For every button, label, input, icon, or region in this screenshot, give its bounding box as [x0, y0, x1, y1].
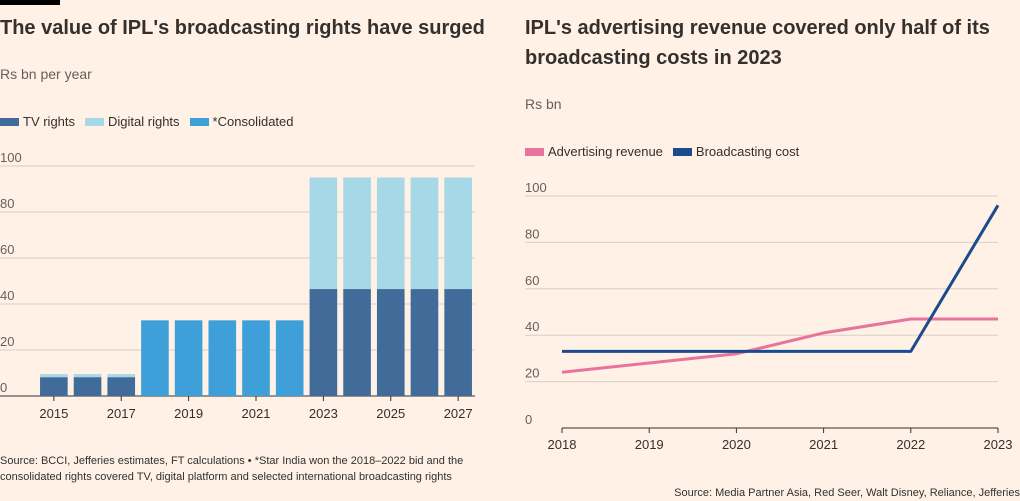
legend-item-broadcasting: Broadcasting cost [672, 144, 800, 159]
left-chart-title: The value of IPL's broadcasting rights h… [0, 17, 485, 39]
legend-label-tv: TV rights [23, 114, 76, 129]
legend-item-digital: Digital rights [85, 114, 180, 129]
legend-item-advertising: Advertising revenue [525, 144, 663, 159]
y-tick-label: 0 [525, 412, 532, 427]
legend-swatch-broadcasting [672, 147, 692, 156]
legend-swatch-advertising [525, 147, 544, 156]
right-chart-panel: IPL's advertising revenue covered only h… [525, 0, 1020, 500]
bar-segment [410, 177, 439, 290]
bar-segment [444, 289, 472, 396]
broadcasting-cost-line [562, 204, 1000, 353]
left-chart-legend: TV rights Digital rights *Consolidated [0, 114, 304, 129]
left-chart-subtitle: Rs bn per year [0, 66, 92, 82]
bar-segment [174, 320, 203, 396]
ft-topbar [0, 0, 60, 5]
bar-segment [309, 289, 338, 396]
bar-segment [309, 177, 338, 290]
line-chart-svg: 0 20 40 60 80 100 2018 2019 2020 2021 2022 2023 [525, 180, 1013, 452]
left-chart-panel: The value of IPL's broadcasting rights h… [0, 0, 500, 500]
legend-swatch-consolidated [189, 117, 209, 126]
y-tick-label: 40 [525, 319, 539, 334]
y-tick-label: 20 [525, 366, 539, 381]
x-tick-label: 2019 [174, 406, 203, 421]
bar-segment [343, 289, 371, 396]
advertising-revenue-line [561, 317, 998, 374]
bar-segment [107, 377, 136, 396]
bar-segment [444, 177, 472, 290]
bar-segment [73, 377, 102, 396]
legend-label-consolidated: *Consolidated [212, 114, 294, 129]
bar-segment [242, 320, 270, 396]
legend-swatch-tv [0, 117, 19, 126]
bar-segment [40, 374, 68, 378]
right-chart-source: Source: Media Partner Asia, Red Seer, Wa… [674, 487, 1020, 499]
bar-segment [343, 177, 371, 290]
bar-segment [73, 374, 102, 378]
bar-segment [410, 289, 439, 396]
y-tick-label: 80 [525, 226, 539, 241]
right-chart-title: IPL's advertising revenue covered only h… [525, 17, 990, 69]
x-tick-label: 2020 [722, 437, 751, 452]
legend-label-digital: Digital rights [108, 114, 180, 129]
y-tick-label: 40 [0, 288, 14, 303]
x-tick-label: 2021 [809, 437, 838, 452]
bar-segment [40, 377, 68, 396]
x-tick-label: 2015 [39, 406, 68, 421]
legend-label-broadcasting: Broadcasting cost [695, 144, 800, 159]
x-tick-label: 2019 [635, 437, 664, 452]
y-tick-label: 60 [0, 242, 14, 257]
x-tick-label: 2023 [309, 406, 338, 421]
y-tick-label: 100 [0, 150, 22, 165]
bar-segment [208, 320, 237, 396]
y-tick-label: 80 [0, 196, 14, 211]
right-chart-legend: Advertising revenue Broadcasting cost [525, 144, 809, 159]
x-tick-label: 2022 [896, 437, 925, 452]
y-tick-label: 0 [0, 380, 7, 395]
y-tick-label: 100 [525, 180, 547, 195]
legend-item-consolidated: *Consolidated [189, 114, 294, 129]
bar-chart-svg: 0 20 40 60 80 100 2015 2017 2019 2021 2023 2025 2027 [0, 150, 475, 421]
y-tick-label: 60 [525, 273, 539, 288]
x-tick-label: 2027 [444, 406, 473, 421]
legend-item-tv: TV rights [0, 114, 75, 129]
left-chart-source: Source: BCCI, Jefferies estimates, FT ca… [0, 455, 464, 483]
y-tick-label: 20 [0, 334, 14, 349]
bar-segment [141, 320, 169, 396]
x-tick-label: 2018 [548, 437, 577, 452]
legend-swatch-digital [85, 117, 105, 126]
bar-segment [275, 320, 304, 396]
bar-segment [376, 177, 405, 290]
x-tick-label: 2023 [984, 437, 1013, 452]
x-tick-label: 2017 [107, 406, 136, 421]
legend-label-advertising: Advertising revenue [548, 144, 663, 159]
bar-segment [376, 289, 405, 396]
right-chart-subtitle: Rs bn [525, 96, 562, 112]
x-tick-label: 2025 [376, 406, 405, 421]
x-tick-label: 2021 [242, 406, 271, 421]
bar-segment [107, 374, 136, 378]
